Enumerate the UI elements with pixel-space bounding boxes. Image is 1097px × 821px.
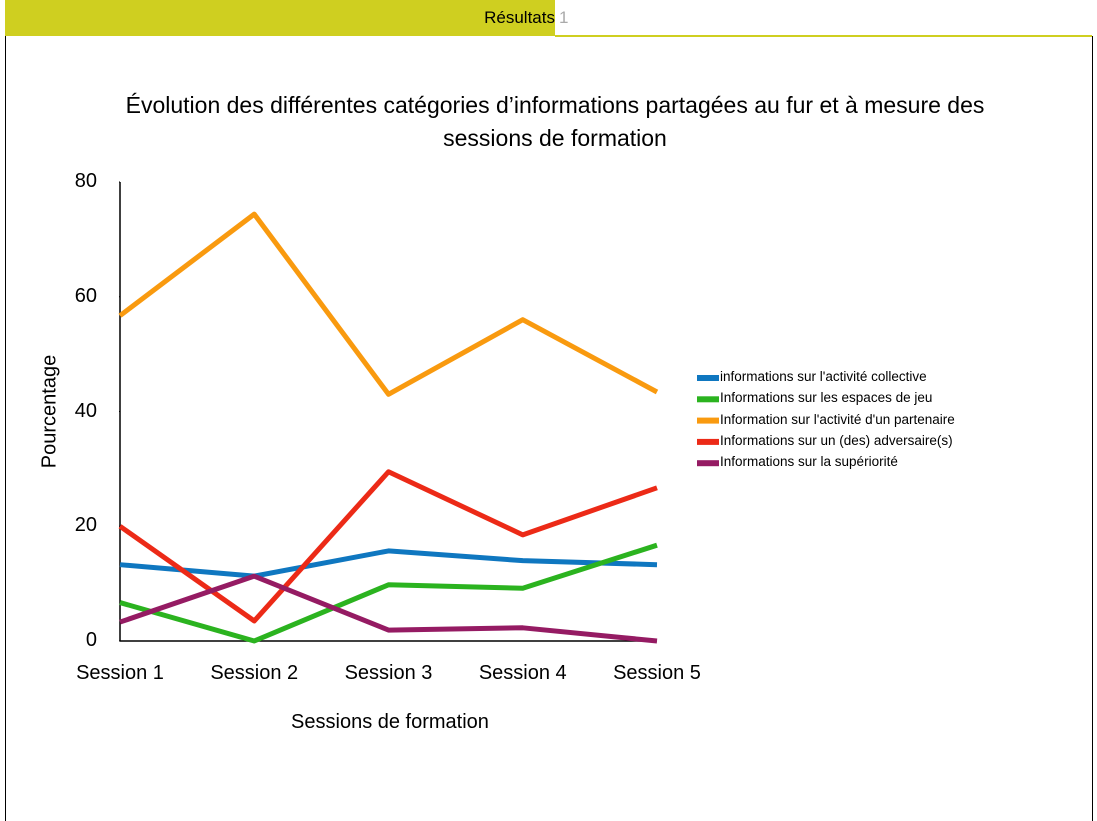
series-line: [119, 542, 658, 644]
border: [1092, 36, 1093, 821]
header-title: Résultats: [484, 8, 555, 27]
header-line: [555, 35, 1092, 37]
x-tick-label: Session 1: [76, 662, 164, 684]
x-tick-label: Session 3: [344, 662, 433, 684]
legend-swatch: [697, 375, 719, 381]
series-line: [118, 211, 659, 397]
legend-label: Informations sur la supériorité: [720, 454, 898, 470]
x-tick-label: Session 4: [478, 662, 567, 684]
series-line: [118, 469, 658, 624]
x-tick-label: Session 2: [210, 662, 299, 684]
header-bar: [5, 0, 555, 36]
x-tick-label: Session 5: [613, 662, 701, 684]
legend-label: Information sur l'activité d'un partenai…: [720, 411, 955, 427]
border: [5, 36, 6, 821]
legend-swatch: [697, 438, 719, 445]
y-tick-label: 0: [85, 629, 97, 651]
x-axis-label: Sessions de formation: [291, 711, 489, 733]
legend-swatch: [697, 396, 719, 403]
legend-label: informations sur l'activité collective: [720, 369, 927, 384]
legend-swatch: [697, 460, 719, 467]
chart-title: Évolution des différentes catégories d’i…: [125, 92, 985, 151]
y-tick-label: 20: [74, 514, 97, 537]
y-tick-label: 40: [74, 399, 97, 422]
series-line: [119, 548, 658, 579]
legend-swatch: [697, 417, 719, 424]
legend-label: Informations sur un (des) adversaire(s): [720, 432, 953, 448]
series-line: [119, 573, 658, 644]
page-number: 1: [559, 8, 569, 27]
y-tick-label: 80: [74, 170, 97, 192]
y-tick-label: 60: [74, 284, 97, 307]
legend-label: Informations sur les espaces de jeu: [720, 390, 933, 406]
